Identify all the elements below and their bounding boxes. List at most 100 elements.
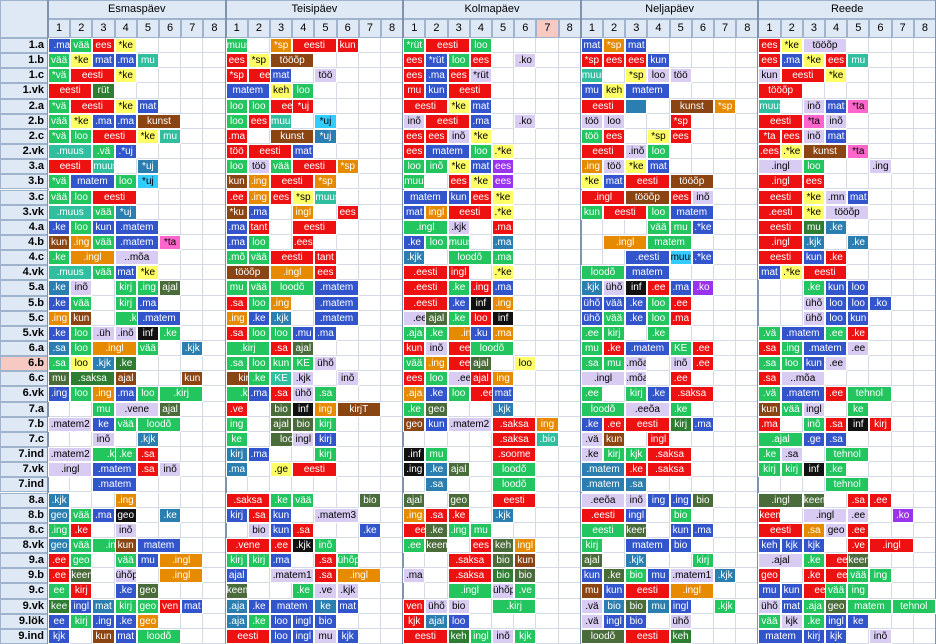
- lesson-block[interactable]: *ke: [136, 128, 159, 145]
- lesson-block[interactable]: *ke: [114, 98, 137, 114]
- lesson-block[interactable]: ke: [225, 431, 248, 448]
- empty-slot[interactable]: [669, 159, 692, 175]
- empty-slot[interactable]: [136, 371, 159, 387]
- empty-slot[interactable]: [336, 265, 359, 281]
- empty-slot[interactable]: [691, 144, 714, 160]
- lesson-block[interactable]: .kjk: [292, 371, 315, 387]
- empty-slot[interactable]: [869, 204, 892, 220]
- lesson-block[interactable]: ees: [469, 537, 492, 554]
- lesson-block[interactable]: ing: [225, 416, 248, 432]
- lesson-block[interactable]: tööõp: [758, 83, 803, 99]
- class-label[interactable]: 7.ind: [0, 447, 48, 463]
- empty-slot[interactable]: [181, 431, 204, 448]
- lesson-block[interactable]: ees: [403, 53, 426, 69]
- lesson-block[interactable]: .sa: [225, 325, 248, 341]
- lesson-block[interactable]: .eeõa: [625, 401, 670, 417]
- lesson-block[interactable]: kirj: [70, 613, 93, 629]
- lesson-block[interactable]: .ke: [403, 234, 426, 251]
- lesson-block[interactable]: ..mõa: [780, 371, 825, 387]
- lesson-block[interactable]: mat: [847, 189, 870, 205]
- lesson-block[interactable]: vää: [780, 401, 803, 417]
- empty-slot[interactable]: [869, 477, 892, 493]
- empty-slot[interactable]: [536, 295, 559, 311]
- lesson-block[interactable]: .ma: [136, 295, 159, 311]
- lesson-block[interactable]: *ke: [136, 265, 159, 281]
- empty-slot[interactable]: [736, 295, 759, 311]
- lesson-block[interactable]: loo: [647, 310, 670, 326]
- empty-slot[interactable]: [336, 492, 359, 508]
- empty-slot[interactable]: [358, 280, 381, 296]
- lesson-block[interactable]: .ke: [425, 386, 448, 402]
- lesson-block[interactable]: .ke: [48, 219, 71, 235]
- empty-slot[interactable]: [647, 477, 670, 493]
- empty-slot[interactable]: [469, 598, 492, 614]
- empty-slot[interactable]: [203, 310, 226, 326]
- empty-slot[interactable]: [536, 68, 559, 84]
- empty-slot[interactable]: [203, 53, 226, 69]
- empty-slot[interactable]: [136, 522, 159, 538]
- empty-slot[interactable]: [825, 174, 848, 190]
- empty-slot[interactable]: [292, 507, 315, 523]
- empty-slot[interactable]: [159, 219, 182, 235]
- empty-slot[interactable]: [336, 174, 359, 190]
- empty-slot[interactable]: [514, 371, 537, 387]
- lesson-block[interactable]: loo: [847, 295, 870, 311]
- lesson-block[interactable]: kirj: [225, 553, 248, 569]
- lesson-block[interactable]: kun: [825, 280, 848, 296]
- empty-slot[interactable]: [736, 401, 759, 417]
- empty-slot[interactable]: [847, 68, 870, 84]
- empty-slot[interactable]: [736, 219, 759, 235]
- empty-slot[interactable]: [181, 265, 204, 281]
- lesson-block[interactable]: kun: [647, 53, 670, 69]
- empty-slot[interactable]: [714, 583, 737, 599]
- class-label[interactable]: 4.c: [0, 250, 48, 266]
- empty-slot[interactable]: [92, 522, 115, 538]
- empty-slot[interactable]: [358, 462, 381, 478]
- empty-slot[interactable]: [381, 159, 404, 175]
- empty-slot[interactable]: [381, 477, 404, 493]
- class-label[interactable]: 9.ind: [0, 628, 48, 644]
- lesson-block[interactable]: .ingl: [580, 371, 626, 387]
- lesson-block[interactable]: ees: [758, 38, 781, 54]
- class-label[interactable]: 4.vk: [0, 265, 48, 281]
- lesson-block[interactable]: inõ: [802, 416, 825, 432]
- empty-slot[interactable]: [181, 144, 204, 160]
- lesson-block[interactable]: vää: [114, 416, 137, 432]
- lesson-block[interactable]: .muus: [48, 144, 93, 160]
- empty-slot[interactable]: [48, 477, 71, 493]
- empty-slot[interactable]: [669, 38, 692, 54]
- lesson-block[interactable]: inõ: [114, 522, 137, 538]
- lesson-block[interactable]: .ing: [92, 386, 115, 402]
- empty-slot[interactable]: [913, 174, 936, 190]
- lesson-block[interactable]: .ke: [625, 295, 648, 311]
- empty-slot[interactable]: [847, 265, 870, 281]
- lesson-block[interactable]: vää: [92, 234, 115, 251]
- lesson-block[interactable]: loo: [825, 295, 848, 311]
- lesson-block[interactable]: vää: [114, 553, 137, 569]
- lesson-block[interactable]: kunst: [669, 98, 714, 114]
- empty-slot[interactable]: [336, 234, 359, 251]
- empty-slot[interactable]: [869, 462, 892, 478]
- empty-slot[interactable]: [358, 113, 381, 129]
- lesson-block[interactable]: .ingl: [447, 583, 492, 599]
- lesson-block[interactable]: .ke: [292, 583, 315, 599]
- empty-slot[interactable]: [736, 265, 759, 281]
- lesson-block[interactable]: matem: [625, 83, 670, 99]
- empty-slot[interactable]: [203, 189, 226, 205]
- lesson-block[interactable]: kjk: [48, 628, 71, 644]
- empty-slot[interactable]: [181, 280, 204, 296]
- empty-slot[interactable]: [425, 568, 448, 584]
- empty-slot[interactable]: [181, 462, 204, 478]
- lesson-block[interactable]: inf: [469, 295, 492, 311]
- empty-slot[interactable]: [780, 568, 803, 584]
- empty-slot[interactable]: [691, 613, 714, 629]
- lesson-block[interactable]: ajal: [425, 310, 448, 326]
- empty-slot[interactable]: [714, 431, 737, 448]
- lesson-block[interactable]: vää: [92, 204, 115, 220]
- lesson-block[interactable]: .eesti: [758, 204, 803, 220]
- lesson-block[interactable]: matem: [758, 628, 803, 644]
- lesson-block[interactable]: ajal: [403, 492, 426, 508]
- lesson-block[interactable]: *rüt: [403, 38, 426, 54]
- empty-slot[interactable]: [314, 53, 337, 69]
- lesson-block[interactable]: .ma: [92, 507, 115, 523]
